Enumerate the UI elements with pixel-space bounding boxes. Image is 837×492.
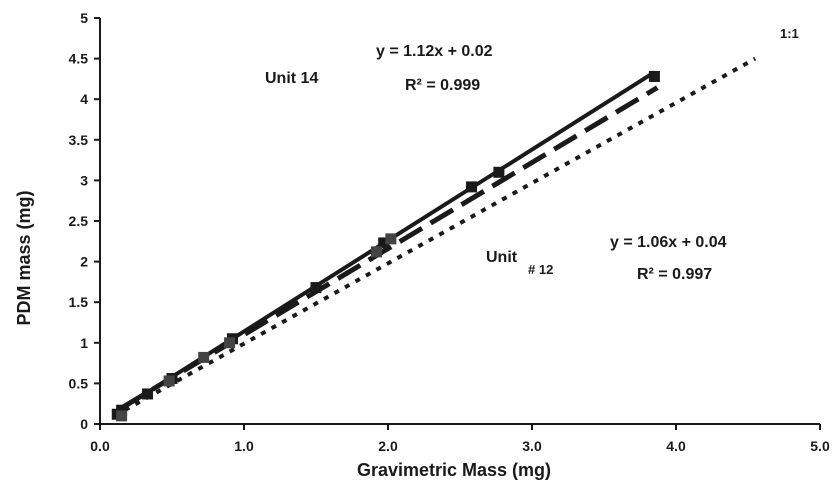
one-to-one-label: 1:1 bbox=[780, 26, 799, 41]
unit-14-r2: R² = 0.999 bbox=[405, 77, 480, 94]
data-point bbox=[493, 166, 505, 178]
data-point bbox=[224, 337, 236, 349]
data-point bbox=[116, 410, 128, 422]
x-tick-label: 3.0 bbox=[522, 438, 542, 454]
x-tick-label: 4.0 bbox=[666, 438, 686, 454]
data-point bbox=[116, 404, 128, 416]
unit-12-label: Unit bbox=[486, 249, 518, 266]
one-to-one-line bbox=[113, 56, 757, 418]
unit-14-label: Unit 14 bbox=[265, 70, 318, 87]
unit-12-r2: R² = 0.997 bbox=[637, 266, 712, 283]
x-tick-label: 5.0 bbox=[810, 438, 830, 454]
y-tick-label: 3 bbox=[80, 172, 88, 188]
data-point bbox=[466, 181, 478, 193]
data-point bbox=[163, 375, 175, 387]
y-tick-label: 0.5 bbox=[69, 375, 89, 391]
trendline bbox=[120, 85, 659, 410]
data-point bbox=[370, 246, 382, 258]
data-point bbox=[385, 233, 397, 245]
y-tick-label: 2.5 bbox=[69, 213, 89, 229]
y-tick-label: 0 bbox=[80, 416, 88, 432]
series-layer bbox=[111, 56, 757, 422]
data-point bbox=[142, 388, 154, 400]
x-axis-ticks: 0.0 1.0 2.0 3.0 4.0 5.0 bbox=[90, 424, 830, 454]
data-point bbox=[378, 237, 390, 249]
data-point bbox=[310, 282, 322, 294]
unit-12-label-sub: # 12 bbox=[528, 262, 553, 277]
x-tick-label: 0.0 bbox=[90, 438, 110, 454]
y-tick-label: 5 bbox=[80, 10, 88, 26]
y-axis-title: PDM mass (mg) bbox=[14, 190, 34, 325]
y-tick-label: 3.5 bbox=[69, 132, 89, 148]
y-axis-ticks: 0 0.5 1 1.5 2 2.5 3 3.5 4 4.5 5 bbox=[69, 10, 100, 432]
x-axis-title: Gravimetric Mass (mg) bbox=[357, 460, 551, 480]
y-tick-label: 2 bbox=[80, 254, 88, 270]
series-unit-12 bbox=[116, 85, 659, 422]
x-tick-label: 2.0 bbox=[378, 438, 398, 454]
data-point bbox=[648, 70, 660, 82]
y-tick-label: 4 bbox=[80, 91, 88, 107]
y-tick-label: 4.5 bbox=[69, 51, 89, 67]
data-point bbox=[198, 351, 210, 363]
unit-12-equation: y = 1.06x + 0.04 bbox=[610, 234, 727, 251]
y-tick-label: 1 bbox=[80, 335, 88, 351]
x-tick-label: 1.0 bbox=[234, 438, 254, 454]
y-tick-label: 1.5 bbox=[69, 294, 89, 310]
unit-14-equation: y = 1.12x + 0.02 bbox=[376, 43, 493, 60]
